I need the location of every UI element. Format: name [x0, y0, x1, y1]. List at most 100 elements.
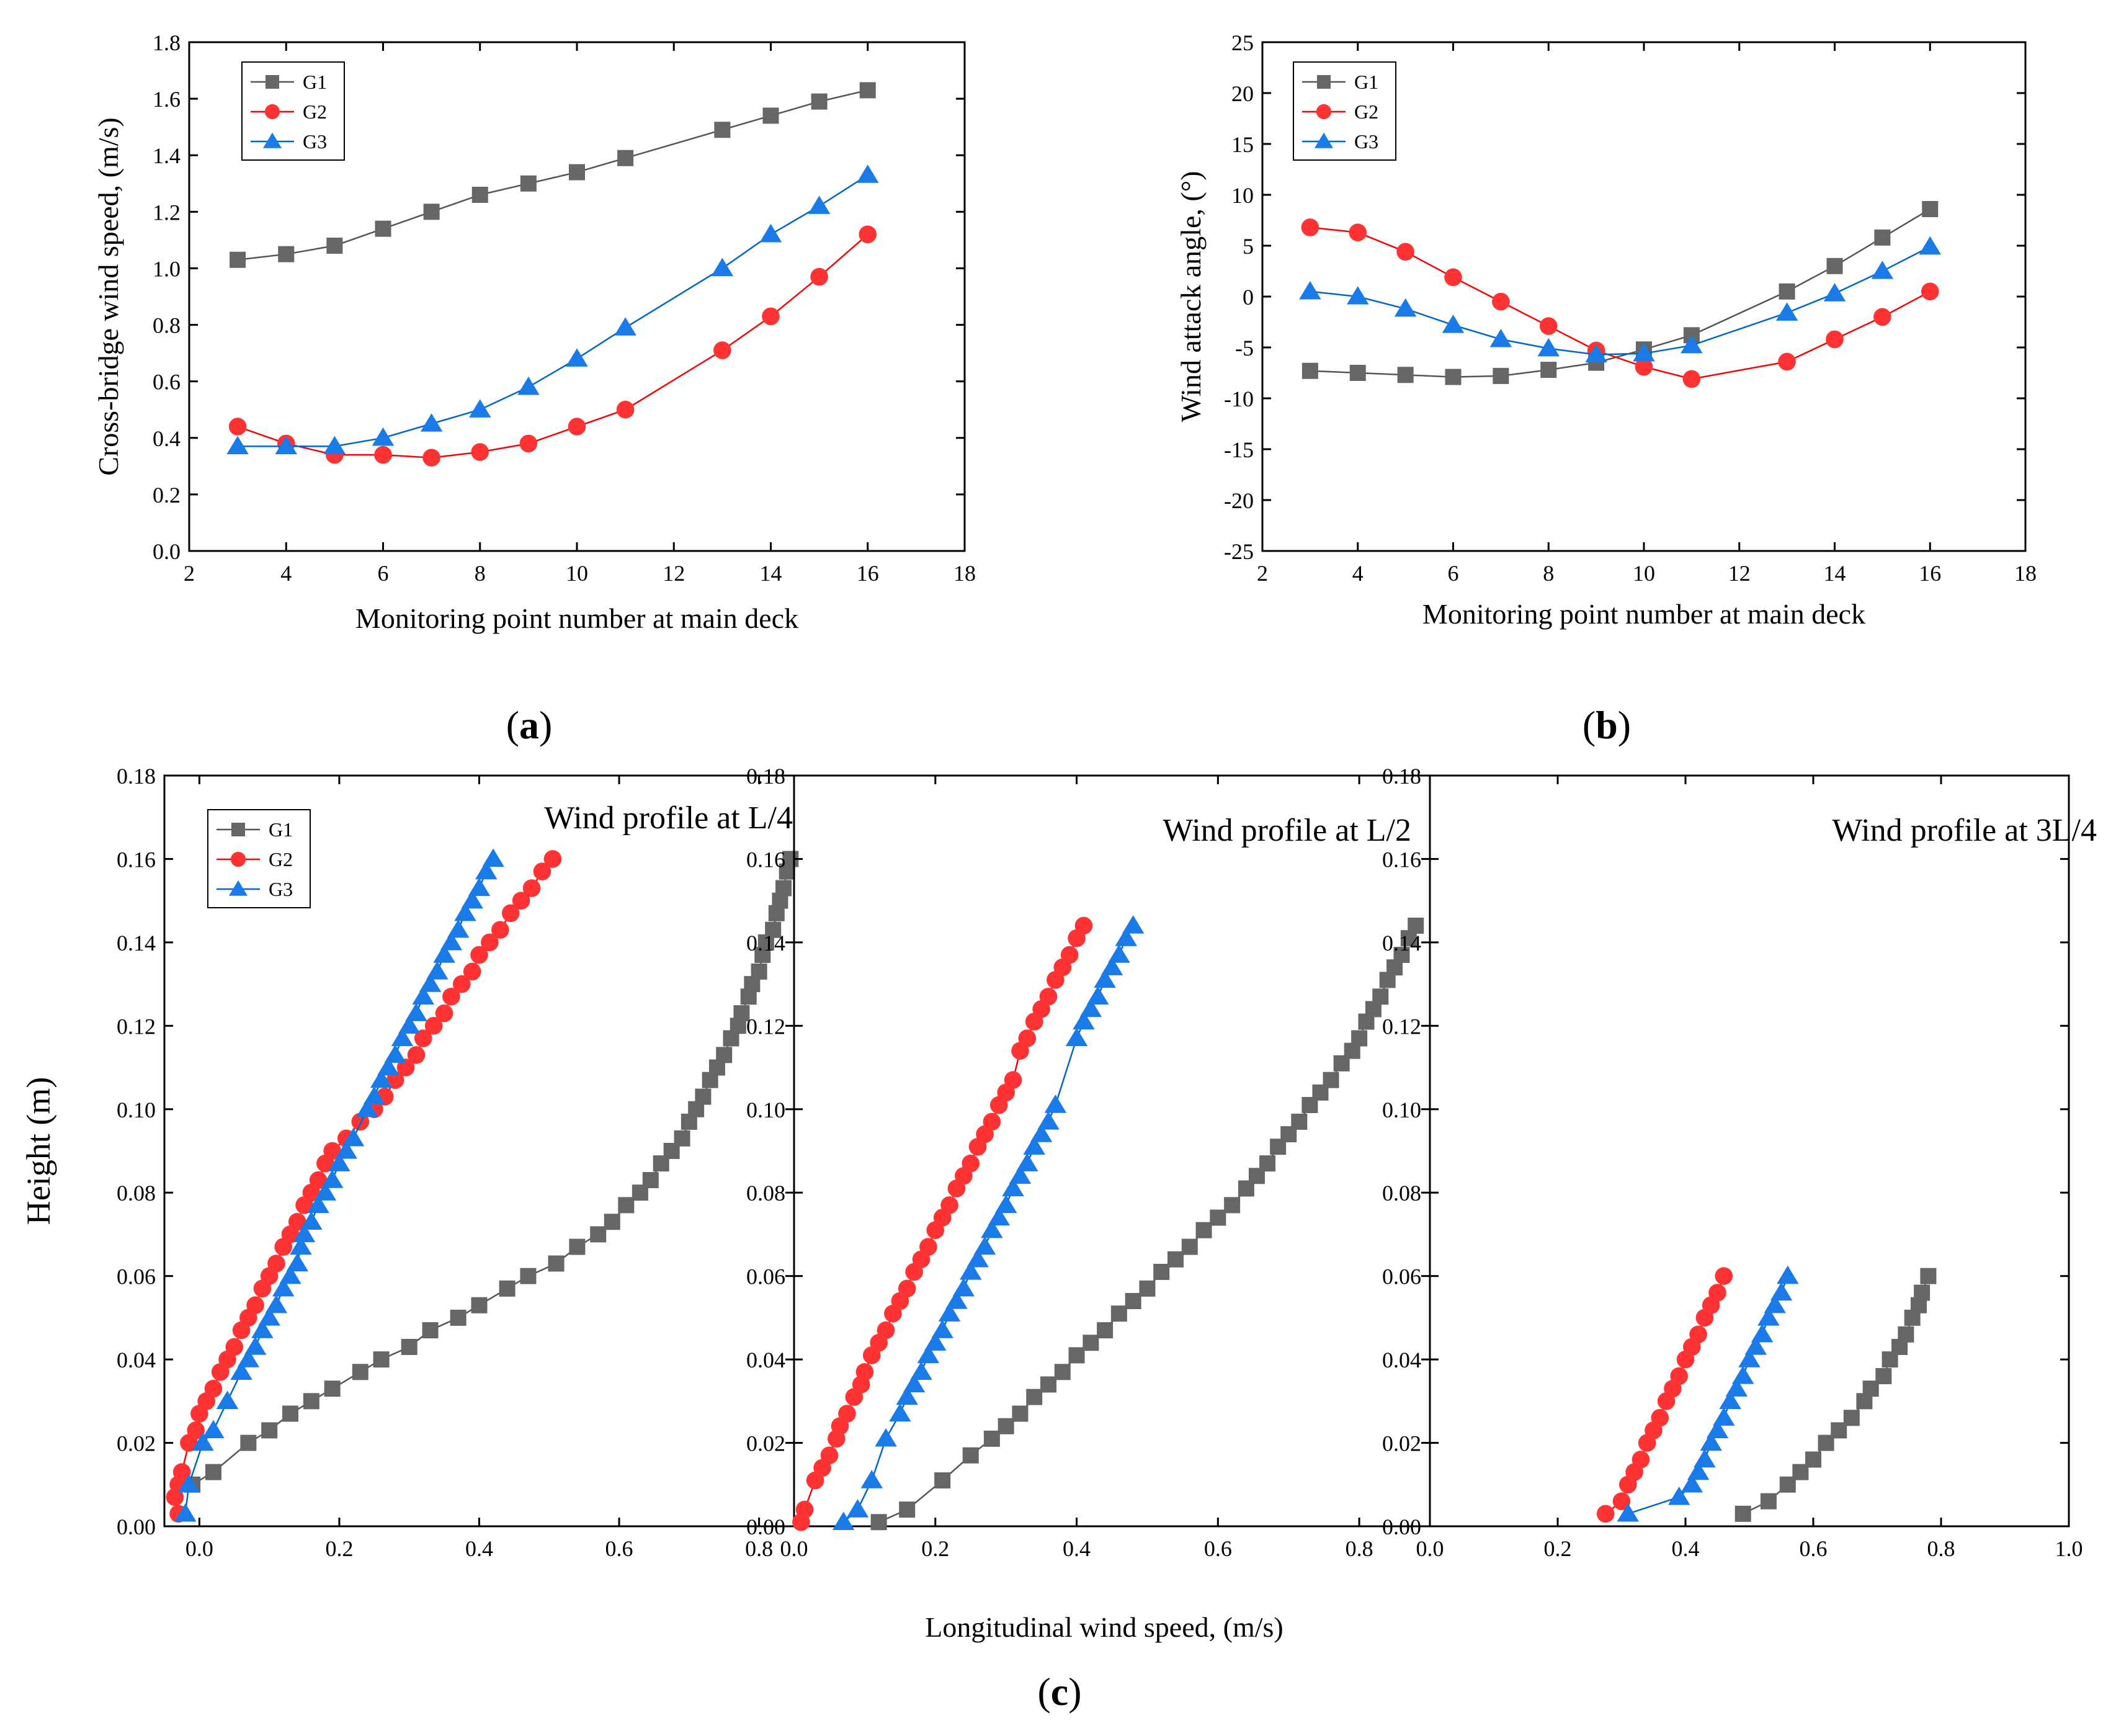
data-point-g2	[512, 892, 530, 910]
data-point-g3	[1823, 283, 1846, 302]
data-point-g3	[938, 1303, 961, 1322]
data-point-g1	[1167, 1251, 1184, 1268]
y-tick-label: 1.4	[153, 143, 181, 168]
x-tick-label: 0.4	[465, 1536, 493, 1561]
data-point-g1	[1843, 1410, 1860, 1426]
data-point-g2	[1708, 1284, 1726, 1302]
data-point-g3	[1073, 1011, 1095, 1030]
y-tick-label: 0.04	[746, 1348, 785, 1372]
chart-c1-series	[166, 848, 799, 1523]
chart-b-ylabel: Wind attack angle, (°)	[1175, 171, 1207, 423]
y-tick-label: 0.04	[117, 1348, 156, 1372]
data-point-g1	[1012, 1405, 1029, 1422]
data-point-g2	[1396, 243, 1414, 261]
data-point-g3	[244, 1336, 267, 1355]
legend-label: G1	[1354, 71, 1378, 93]
data-point-g3	[517, 376, 540, 395]
data-point-g1	[714, 122, 731, 138]
data-point-g1	[617, 150, 634, 166]
data-point-g1	[352, 1364, 368, 1380]
y-tick-label: 1.2	[153, 200, 181, 225]
data-point-g2	[1651, 1408, 1669, 1427]
y-tick-label: 0	[1243, 285, 1254, 310]
x-tick-label: 18	[2014, 561, 2037, 586]
data-point-g1	[1259, 1155, 1276, 1172]
data-point-g2	[1612, 1492, 1631, 1510]
data-point-g3	[966, 1248, 989, 1268]
data-point-g3	[614, 317, 636, 336]
data-point-g1	[604, 1214, 620, 1230]
data-point-g3	[896, 1386, 918, 1405]
chart-a-series	[226, 82, 879, 467]
data-point-g2	[501, 904, 520, 923]
y-tick-label: 0.2	[153, 483, 181, 508]
data-point-g3	[857, 164, 879, 183]
data-point-g2	[1060, 946, 1079, 964]
data-point-g2	[859, 225, 877, 244]
data-point-g3	[1731, 1366, 1754, 1384]
x-tick-label: 18	[953, 561, 976, 586]
data-point-g1	[1493, 367, 1509, 384]
chart-b: 2 4 6 8 10 12 14 16 18 -25 -20 -15 -10 -5 0 5 10 15 20 25 G…	[1175, 30, 2037, 630]
x-tick-label: 0.2	[1544, 1536, 1572, 1561]
data-point-g3	[1094, 969, 1116, 988]
data-point-g3	[1757, 1307, 1780, 1326]
data-point-g2	[172, 1463, 191, 1481]
data-point-g1	[1734, 1505, 1751, 1522]
data-point-g3	[973, 1236, 996, 1255]
legend-marker-g2	[230, 851, 246, 867]
data-point-g2	[983, 1112, 1001, 1131]
data-point-g3	[1108, 944, 1130, 963]
data-point-g2	[616, 400, 635, 419]
data-point-g3	[237, 1349, 260, 1367]
data-point-g1	[240, 1434, 257, 1451]
data-point-g1	[282, 1405, 298, 1422]
data-point-g2	[855, 1362, 874, 1381]
data-point-g1	[471, 1297, 488, 1313]
data-point-g1	[1097, 1322, 1114, 1339]
data-point-g3	[192, 1432, 214, 1451]
data-point-g1	[1139, 1280, 1156, 1297]
y-tick-label: 0.18	[746, 764, 785, 789]
y-tick-label: 0.10	[1382, 1098, 1421, 1122]
data-point-g2	[374, 445, 392, 464]
x-tick-label: 0.8	[745, 1536, 773, 1561]
chart-a-xlabel: Monitoring point number at main deck	[355, 602, 798, 634]
data-point-g3	[1777, 1265, 1799, 1284]
y-tick-label: 0.00	[1382, 1515, 1421, 1539]
data-point-g3	[230, 1361, 252, 1380]
chart-c1-legend: G1 G2 G3	[207, 809, 311, 908]
data-point-g2	[1715, 1267, 1733, 1285]
data-point-g1	[1914, 1284, 1931, 1301]
data-point-g1	[751, 963, 767, 980]
data-point-g1	[520, 175, 537, 192]
data-point-g1	[674, 1130, 690, 1147]
data-point-g1	[962, 1447, 979, 1464]
y-tick-label: 0.10	[746, 1098, 785, 1122]
data-point-g3	[275, 436, 297, 455]
chart-b-ticks: 2 4 6 8 10 12 14 16 18 -25 -20 -15 -10 -5 0 5 10 15 20 25	[1224, 30, 2037, 586]
y-tick-label: 0.02	[746, 1431, 785, 1456]
legend-label: G1	[269, 818, 293, 841]
data-point-g1	[870, 1514, 887, 1531]
x-tick-label: 2	[1257, 561, 1268, 586]
data-point-g1	[1875, 1368, 1892, 1384]
data-point-g3	[759, 223, 782, 243]
data-point-g1	[1445, 369, 1462, 385]
data-point-g1	[899, 1501, 916, 1518]
data-point-g3	[945, 1291, 968, 1309]
data-point-g2	[204, 1379, 223, 1398]
data-point-g1	[450, 1309, 467, 1326]
data-point-g1	[1351, 1030, 1368, 1047]
x-tick-label: 2	[184, 561, 195, 586]
data-point-g1	[1210, 1209, 1226, 1226]
x-tick-label: 12	[663, 561, 685, 586]
data-point-g3	[1719, 1390, 1741, 1410]
chart-c-ylabel: Height (m)	[20, 1077, 57, 1225]
legend-label: G1	[303, 71, 327, 93]
legend-marker-g3	[228, 880, 248, 896]
data-point-g1	[520, 1268, 537, 1284]
data-point-g1	[1068, 1347, 1085, 1364]
y-tick-label: 0.14	[117, 931, 156, 955]
